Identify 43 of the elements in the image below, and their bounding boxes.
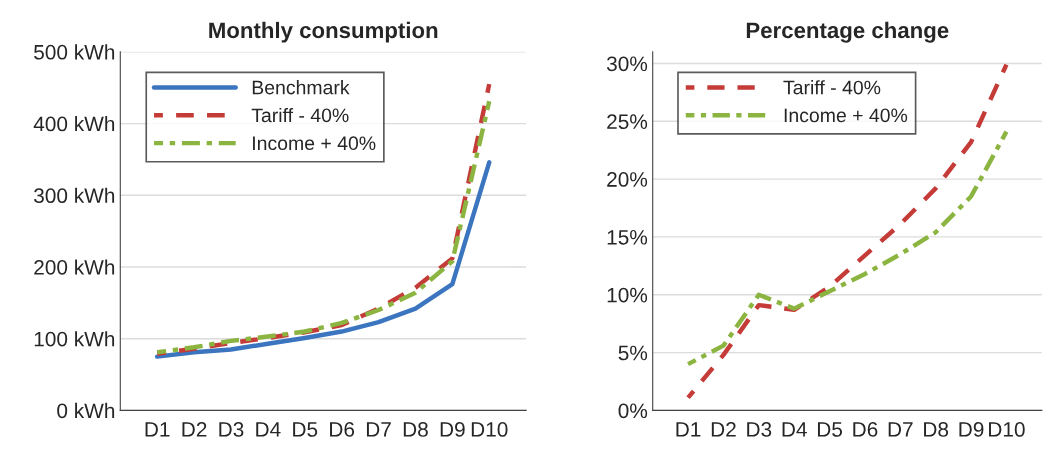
y-tick-label: 0 kWh bbox=[57, 402, 115, 419]
line-series bbox=[154, 160, 492, 359]
x-tick-label: D1 bbox=[145, 422, 170, 437]
y-tick-label: 30% bbox=[606, 56, 648, 72]
x-tick-label: D1 bbox=[676, 422, 701, 437]
y-tick-label: 200 kWh bbox=[34, 259, 115, 275]
y-tick-label: 100 kWh bbox=[34, 331, 115, 347]
x-tick-label: D2 bbox=[711, 422, 736, 437]
x-tick-label: D7 bbox=[366, 422, 391, 437]
legend-label: Income + 40% bbox=[253, 136, 376, 151]
x-tick-label: D5 bbox=[817, 422, 843, 437]
chart-title: Monthly consumption bbox=[209, 21, 438, 43]
x-tick-label: D3 bbox=[747, 422, 772, 437]
x-tick-label: D4 bbox=[782, 422, 807, 437]
chart-title: Percentage change bbox=[746, 21, 949, 43]
x-tick-label: D8 bbox=[924, 422, 949, 437]
x-tick-label: D2 bbox=[182, 422, 207, 437]
x-tick-label: D6 bbox=[330, 422, 355, 437]
line-series bbox=[685, 62, 1009, 400]
x-tick-label: D6 bbox=[853, 422, 878, 437]
x-tick-label: D10 bbox=[989, 422, 1025, 437]
x-tick-label: D4 bbox=[256, 422, 281, 437]
y-tick-label: 10% bbox=[607, 287, 648, 303]
y-tick-label: 400 kWh bbox=[33, 116, 115, 132]
x-tick-label: D10 bbox=[471, 422, 508, 437]
y-tick-label: 500 kWh bbox=[34, 44, 115, 60]
x-tick-label: D9 bbox=[959, 422, 984, 437]
line-series bbox=[685, 129, 1009, 367]
legend-label: Tariff - 40% bbox=[783, 80, 881, 95]
x-tick-label: D3 bbox=[219, 422, 244, 437]
x-tick-label: D9 bbox=[440, 422, 465, 437]
y-tick-label: 0% bbox=[618, 403, 648, 419]
y-tick-label: 5% bbox=[618, 345, 648, 361]
y-tick-label: 25% bbox=[607, 114, 648, 130]
legend-label: Income + 40% bbox=[784, 108, 908, 123]
legend-label: Tariff - 40% bbox=[251, 107, 349, 123]
x-tick-label: D7 bbox=[888, 422, 913, 437]
x-tick-label: D8 bbox=[403, 422, 428, 437]
y-tick-label: 15% bbox=[607, 230, 648, 245]
y-tick-label: 300 kWh bbox=[34, 187, 115, 204]
y-tick-label: 20% bbox=[607, 172, 648, 187]
legend-label: Benchmark bbox=[252, 80, 350, 95]
x-tick-label: D5 bbox=[293, 422, 318, 437]
